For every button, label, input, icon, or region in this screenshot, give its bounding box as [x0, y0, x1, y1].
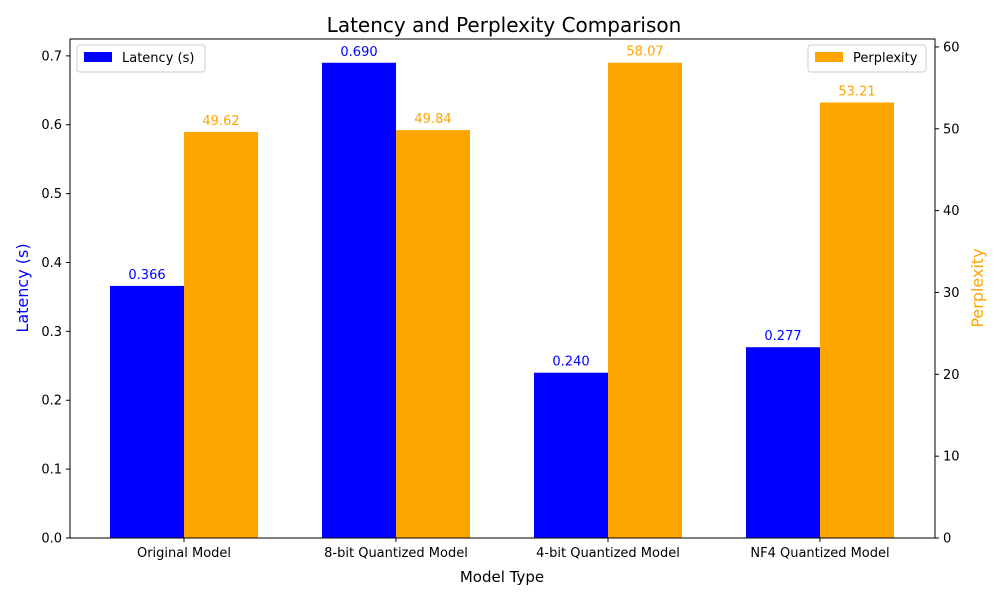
legend-latency-label: Latency (s)	[122, 51, 194, 66]
latency-bar	[110, 285, 184, 538]
right-y-axis-label: Perplexity	[968, 248, 987, 327]
x-tick-label: 8-bit Quantized Model	[324, 546, 468, 561]
perplexity-value-label: 49.62	[202, 114, 239, 129]
legend-latency-swatch	[84, 52, 112, 62]
legend-perplexity: Perplexity	[807, 44, 927, 73]
perplexity-bar	[396, 130, 470, 538]
right-y-tick-label: 0	[943, 532, 951, 547]
legend-perplexity-swatch	[815, 52, 843, 62]
x-axis-label: Model Type	[460, 568, 544, 586]
x-axis: Original Model 8-bit Quantized Model 4-bit…	[137, 538, 890, 561]
legend-latency-box	[76, 44, 206, 73]
right-y-axis: 0 10 20 30 40 50 60	[935, 40, 960, 547]
plot-frame	[69, 38, 936, 539]
latency-bar	[534, 372, 608, 538]
latency-bar	[322, 62, 396, 539]
latency-bar	[746, 347, 820, 538]
left-y-tick-label: 0.6	[41, 118, 62, 133]
left-y-axis: 0.0 0.1 0.2 0.3 0.4 0.5 0.6 0.7	[41, 49, 70, 547]
right-y-tick-label: 10	[943, 450, 960, 465]
x-tick-label: 4-bit Quantized Model	[536, 546, 680, 561]
chart-title: Latency and Perplexity Comparison	[327, 13, 682, 37]
left-y-tick-label: 0.3	[41, 325, 62, 340]
legend-perplexity-label: Perplexity	[853, 51, 918, 66]
left-y-tick-label: 0.2	[41, 394, 62, 409]
left-y-axis-label: Latency (s)	[13, 243, 32, 332]
x-tick-label: Original Model	[137, 546, 231, 561]
perplexity-bar	[820, 102, 894, 538]
value-labels: 0.366 49.62 0.690 49.84 0.240 58.07 0.277 53.21	[128, 45, 875, 370]
latency-value-label: 0.277	[764, 329, 801, 344]
right-y-tick-label: 30	[943, 286, 960, 301]
latency-bars	[110, 62, 820, 539]
latency-value-label: 0.690	[340, 45, 377, 60]
left-y-tick-label: 0.5	[41, 187, 62, 202]
left-y-tick-label: 0.4	[41, 256, 62, 271]
left-y-tick-label: 0.1	[41, 463, 62, 478]
left-y-tick-label: 0.7	[41, 49, 62, 64]
left-y-tick-label: 0.0	[41, 532, 62, 547]
perplexity-bar	[608, 62, 682, 539]
latency-value-label: 0.240	[552, 355, 589, 370]
legend-perplexity-box	[807, 44, 927, 73]
x-tick-label: NF4 Quantized Model	[750, 546, 889, 561]
right-y-tick-label: 40	[943, 204, 960, 219]
perplexity-bar	[184, 131, 258, 539]
perplexity-value-label: 49.84	[414, 112, 451, 127]
legend-latency: Latency (s)	[76, 44, 206, 73]
latency-value-label: 0.366	[128, 268, 165, 283]
right-y-tick-label: 60	[943, 40, 960, 55]
right-y-tick-label: 20	[943, 368, 960, 383]
perplexity-value-label: 58.07	[626, 45, 663, 60]
right-y-tick-label: 50	[943, 122, 960, 137]
perplexity-bars	[184, 62, 894, 539]
perplexity-value-label: 53.21	[838, 85, 875, 100]
